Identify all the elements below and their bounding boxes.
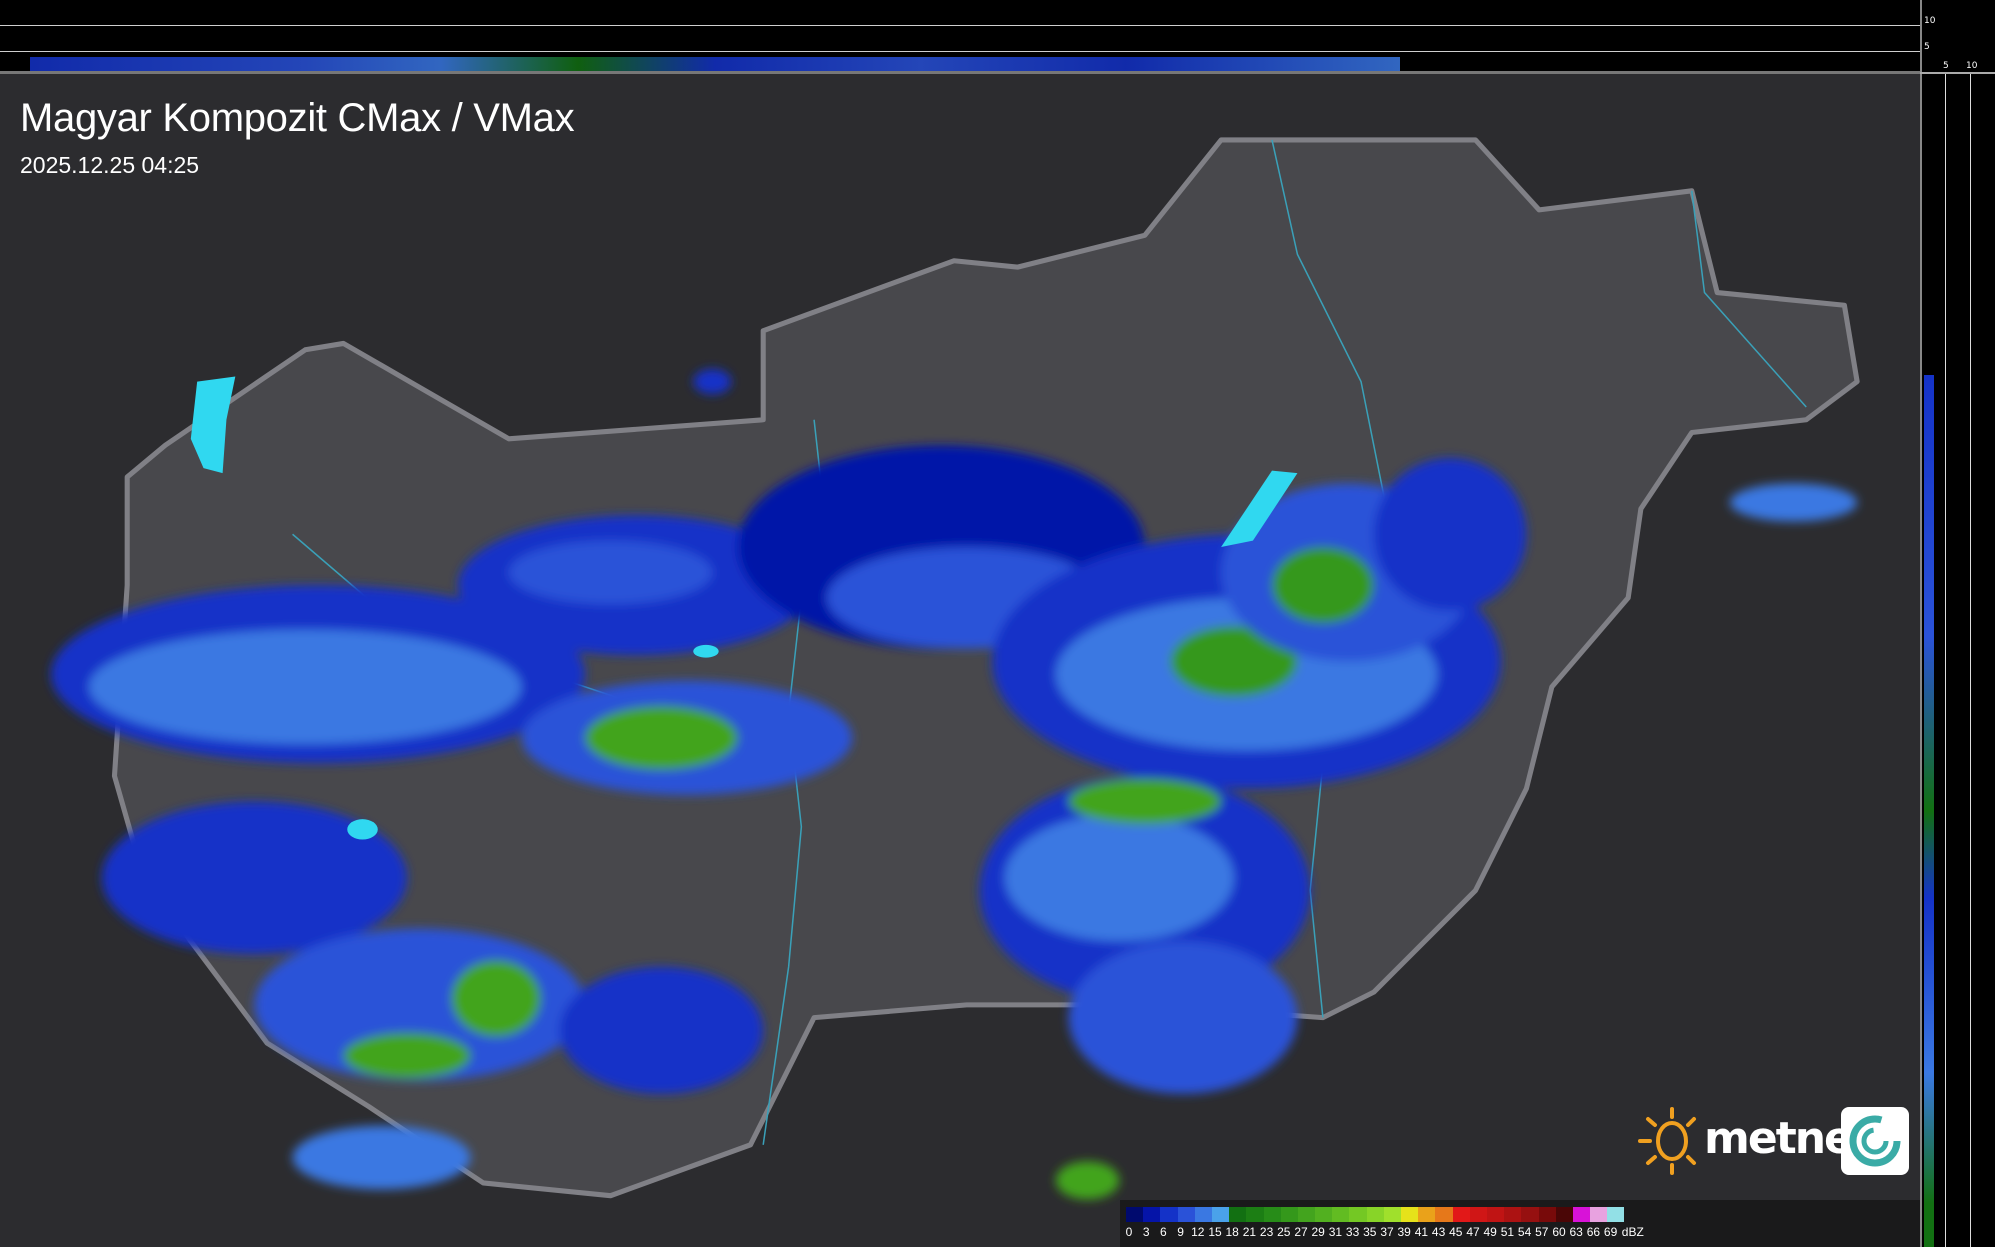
legend-swatch xyxy=(1607,1207,1625,1222)
radar-echoes xyxy=(50,368,1858,1200)
top-axis-label: 10 xyxy=(1924,16,1936,26)
legend-label: 21 xyxy=(1242,1225,1257,1239)
legend-color-bar xyxy=(1126,1207,1625,1222)
legend-label: 29 xyxy=(1311,1225,1325,1239)
legend-swatch xyxy=(1366,1207,1384,1222)
legend-label: 35 xyxy=(1363,1225,1377,1239)
legend-label: 39 xyxy=(1397,1225,1411,1239)
dbz-color-legend: 0 3 6 9 12 15 18 21 23 25 27 29 31 33 35 37 39 41 43 45 47 49… xyxy=(1120,1200,1920,1247)
legend-swatch xyxy=(1126,1207,1144,1222)
grid-line xyxy=(0,51,1920,52)
legend-label: 9 xyxy=(1177,1225,1184,1239)
legend-swatch xyxy=(1143,1207,1161,1222)
legend-label: 23 xyxy=(1259,1225,1274,1239)
legend-label: 54 xyxy=(1517,1225,1532,1239)
top-axis-label: 5 xyxy=(1924,42,1930,52)
legend-label: 15 xyxy=(1208,1225,1222,1239)
legend-swatch xyxy=(1469,1207,1487,1222)
legend-swatch xyxy=(1229,1207,1247,1222)
legend-label: 0 xyxy=(1125,1225,1133,1239)
legend-swatch xyxy=(1315,1207,1333,1222)
legend-swatch xyxy=(1246,1207,1264,1222)
legend-swatch xyxy=(1538,1207,1556,1222)
legend-swatch xyxy=(1160,1207,1178,1222)
legend-swatch xyxy=(1572,1207,1591,1222)
legend-swatch xyxy=(1280,1207,1298,1222)
top-profile-echo xyxy=(30,57,1400,71)
legend-swatch xyxy=(1194,1207,1212,1222)
legend-label: 51 xyxy=(1500,1225,1515,1239)
legend-label: 45 xyxy=(1449,1225,1463,1239)
legend-labels: 0 3 6 9 12 15 18 21 23 25 27 29 31 33 35 37 39 41 43 45 47 49… xyxy=(1120,1225,1920,1241)
legend-label: 33 xyxy=(1345,1225,1360,1239)
legend-label: 18 xyxy=(1225,1225,1239,1239)
top-profile-panel xyxy=(0,0,1920,74)
legend-label: 69 xyxy=(1603,1225,1618,1239)
legend-swatch xyxy=(1590,1207,1608,1222)
right-profile-panel xyxy=(1920,0,1995,1247)
legend-label: 43 xyxy=(1431,1225,1446,1239)
legend-swatch xyxy=(1263,1207,1281,1222)
right-profile-echo xyxy=(1924,375,1934,1247)
legend-label: 12 xyxy=(1191,1225,1205,1239)
legend-swatch xyxy=(1401,1207,1419,1222)
legend-swatch xyxy=(1486,1207,1505,1222)
grid-line xyxy=(0,25,1920,26)
metnet-badge-icon xyxy=(1841,1107,1909,1175)
legend-swatch xyxy=(1418,1207,1436,1222)
legend-swatch xyxy=(1297,1207,1316,1222)
legend-swatch xyxy=(1383,1207,1401,1222)
legend-label: 60 xyxy=(1552,1225,1566,1239)
legend-label: 41 xyxy=(1414,1225,1429,1239)
divider xyxy=(0,71,1920,74)
legend-label: 27 xyxy=(1294,1225,1308,1239)
grid-line xyxy=(1970,74,1971,1247)
legend-label: 49 xyxy=(1483,1225,1497,1239)
legend-swatch xyxy=(1504,1207,1522,1222)
sun-icon xyxy=(1638,1107,1696,1175)
legend-label: 31 xyxy=(1328,1225,1343,1239)
grid-line xyxy=(1945,74,1946,1247)
divider xyxy=(1920,0,1922,1247)
legend-label: 66 xyxy=(1586,1225,1601,1239)
right-axis-label: 5 xyxy=(1943,61,1949,71)
legend-label: 6 xyxy=(1160,1225,1167,1239)
legend-label: 37 xyxy=(1380,1225,1394,1239)
legend-swatch xyxy=(1452,1207,1470,1222)
legend-swatch xyxy=(1332,1207,1350,1222)
legend-swatch xyxy=(1555,1207,1573,1222)
legend-label: 25 xyxy=(1277,1225,1291,1239)
legend-swatch xyxy=(1435,1207,1453,1222)
lakes xyxy=(190,376,1298,840)
legend-label: 47 xyxy=(1466,1225,1480,1239)
metnet-logo: metnet xyxy=(1636,1105,1911,1177)
timestamp: 2025.12.25 04:25 xyxy=(20,152,200,178)
map-canvas xyxy=(50,137,1860,1200)
page-title: Magyar Kompozit CMax / VMax xyxy=(20,96,575,140)
legend-swatch xyxy=(1521,1207,1539,1222)
legend-swatch xyxy=(1211,1207,1230,1222)
divider xyxy=(1920,72,1995,74)
legend-unit: dBZ xyxy=(1621,1225,1644,1239)
legend-label: 63 xyxy=(1569,1225,1583,1239)
legend-label: 3 xyxy=(1142,1225,1150,1239)
legend-label: 57 xyxy=(1535,1225,1549,1239)
radar-map[interactable] xyxy=(0,74,1920,1247)
right-axis-label: 10 xyxy=(1966,61,1978,71)
legend-swatch xyxy=(1349,1207,1367,1222)
legend-swatch xyxy=(1177,1207,1195,1222)
